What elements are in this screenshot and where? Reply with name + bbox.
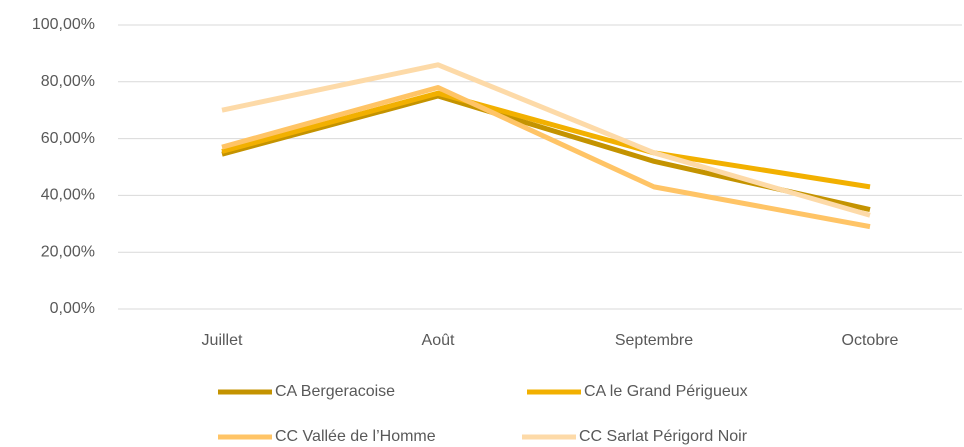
legend-label: CC Sarlat Périgord Noir [579,428,748,445]
y-tick-label: 20,00% [41,243,95,260]
y-tick-label: 0,00% [50,300,95,317]
series-line [221,62,871,218]
y-tick-label: 80,00% [41,73,95,90]
series-line [221,90,871,190]
y-tick-label: 100,00% [32,16,95,33]
legend-label: CA le Grand Périgueux [584,383,748,400]
y-tick-label: 60,00% [41,130,95,147]
x-tick-label: Août [422,332,455,349]
x-tick-label: Juillet [202,332,243,349]
y-tick-label: 40,00% [41,187,95,204]
x-tick-label: Octobre [842,332,899,349]
legend-label: CA Bergeracoise [275,383,395,400]
series-line [221,93,871,213]
series-line [221,84,871,230]
legend-label: CC Vallée de l’Homme [275,428,436,445]
x-tick-label: Septembre [615,332,693,349]
